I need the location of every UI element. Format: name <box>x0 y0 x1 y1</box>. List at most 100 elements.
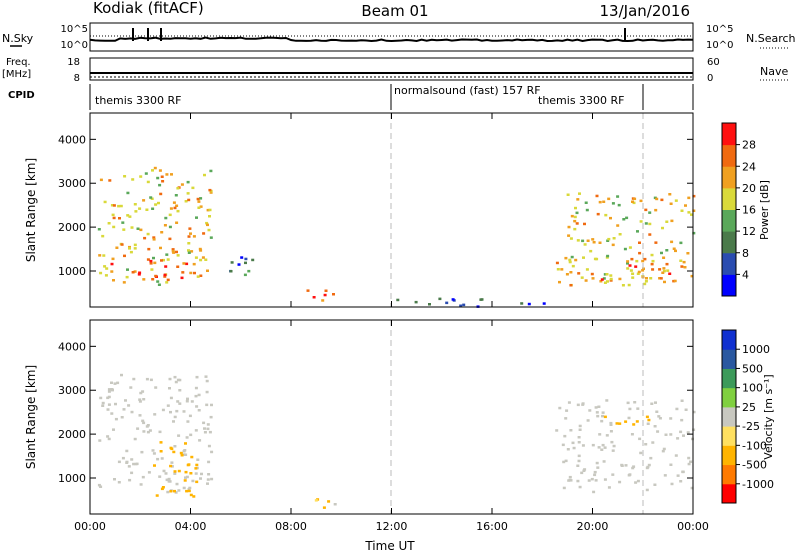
power-echo-cell <box>176 187 180 190</box>
power-echo-cell <box>583 243 587 246</box>
power-echo-cell <box>154 203 158 206</box>
power-echo-cell <box>157 283 161 286</box>
power-echo-cell <box>306 289 310 292</box>
power-echo-cell <box>584 279 588 282</box>
velocity-echo-cell <box>160 457 164 460</box>
power-echo-cell <box>584 201 588 204</box>
power-echo-cell <box>611 243 615 247</box>
power-echo-cell <box>576 198 580 201</box>
velocity-echo-cell <box>186 397 189 401</box>
power-echo-cell <box>690 274 694 278</box>
power-echo-cell <box>670 240 674 244</box>
velocity-echo-cell <box>99 485 103 488</box>
velocity-echo-cell <box>141 475 145 479</box>
power-echo-cell <box>567 234 571 237</box>
power-echo-cell <box>631 200 634 203</box>
power-echo-cell <box>152 256 155 260</box>
velocity-echo-cell <box>615 422 619 425</box>
velocity-echo-cell <box>117 481 121 484</box>
velocity-echo-cell <box>564 417 568 420</box>
velocity-echo-cell <box>576 479 580 483</box>
power-echo-cell <box>609 274 613 277</box>
velocity-echo-cell <box>153 413 157 416</box>
velocity-echo-cell <box>204 375 208 378</box>
velocity-y-tick-label: 2000 <box>58 428 86 441</box>
velocity-echo-cell <box>611 449 615 452</box>
velocity-echo-cell <box>644 443 648 446</box>
velocity-echo-cell <box>593 470 597 474</box>
power-echo-cell <box>152 236 156 239</box>
power-echo-cell <box>110 262 114 266</box>
power-echo-cell <box>208 188 212 192</box>
power-echo-cell <box>163 273 167 277</box>
velocity-echo-cell <box>661 449 665 453</box>
power-echo-cell <box>129 250 133 254</box>
cpid-label: CPID <box>8 90 35 101</box>
power-echo-cell <box>208 215 211 218</box>
velocity-echo-cell <box>172 450 176 454</box>
nsearch-tick-bottom: 10^0 <box>706 40 733 51</box>
velocity-echo-cell <box>173 470 177 473</box>
velocity-echo-cell <box>185 475 189 479</box>
velocity-echo-cell <box>203 431 207 434</box>
velocity-echo-cell <box>596 414 600 418</box>
velocity-echo-cell <box>582 469 586 472</box>
power-echo-cell <box>154 274 158 278</box>
power-echo-cell <box>117 204 121 208</box>
velocity-echo-cell <box>169 396 173 400</box>
nsky-panel: N.Sky 10^5 10^0 10^5 10^0 N.Search <box>2 22 796 52</box>
power-echo-cell <box>146 258 150 261</box>
power-echo-cell <box>631 272 635 275</box>
power-echo-cell <box>658 277 662 280</box>
power-echo-cell <box>208 208 212 212</box>
power-echo-cell <box>576 239 580 242</box>
velocity-echo-cell <box>184 470 188 474</box>
power-echo-cell <box>459 304 463 307</box>
power-echo-cell <box>607 237 611 241</box>
velocity-echo-cell <box>182 453 186 456</box>
power-echo-cell <box>176 265 180 268</box>
velocity-echo-cell <box>125 449 129 453</box>
velocity-echo-cell <box>679 480 683 483</box>
power-echo-cell <box>120 243 124 246</box>
velocity-echo-cell <box>107 388 111 391</box>
power-echo-cells <box>97 166 696 308</box>
velocity-echo-cell <box>628 473 632 476</box>
velocity-echo-cell <box>190 400 194 403</box>
velocity-echo-cell <box>130 410 134 414</box>
power-echo-cell <box>180 276 184 280</box>
velocity-echo-cell <box>563 434 567 438</box>
power-colorbar-swatch <box>722 209 736 232</box>
power-echo-cell <box>626 262 629 265</box>
velocity-echo-cell <box>128 478 132 482</box>
velocity-echo-cell <box>681 470 685 474</box>
velocity-echo-cell <box>127 404 131 407</box>
power-echo-cell <box>625 216 629 220</box>
power-echo-cell <box>133 243 137 247</box>
power-echo-cell <box>566 193 570 196</box>
power-echo-cell <box>159 246 162 250</box>
power-echo-cell <box>229 270 233 273</box>
power-echo-cell <box>663 280 666 284</box>
power-echo-cell <box>665 249 669 252</box>
power-echo-cell <box>139 175 143 178</box>
velocity-echo-cell <box>612 444 616 448</box>
power-echo-cell <box>312 296 316 299</box>
velocity-echo-cell <box>651 441 655 444</box>
velocity-colorbar-swatch <box>722 426 736 446</box>
power-echo-cell <box>110 270 114 273</box>
velocity-echo-cell <box>327 500 331 503</box>
power-echo-cell <box>196 275 200 278</box>
power-echo-cell <box>196 197 200 201</box>
velocity-echo-cell <box>586 419 590 422</box>
power-echo-cell <box>451 298 455 301</box>
velocity-echo-cell <box>676 474 680 477</box>
power-echo-cell <box>638 251 642 255</box>
power-echo-cell <box>145 208 149 211</box>
velocity-echo-cell <box>151 449 155 452</box>
velocity-colorbar-tick: -500 <box>742 459 767 472</box>
velocity-echo-cell <box>170 461 174 464</box>
power-echo-cell <box>187 242 191 245</box>
velocity-echo-cell <box>185 489 189 493</box>
power-echo-cell <box>150 268 154 271</box>
